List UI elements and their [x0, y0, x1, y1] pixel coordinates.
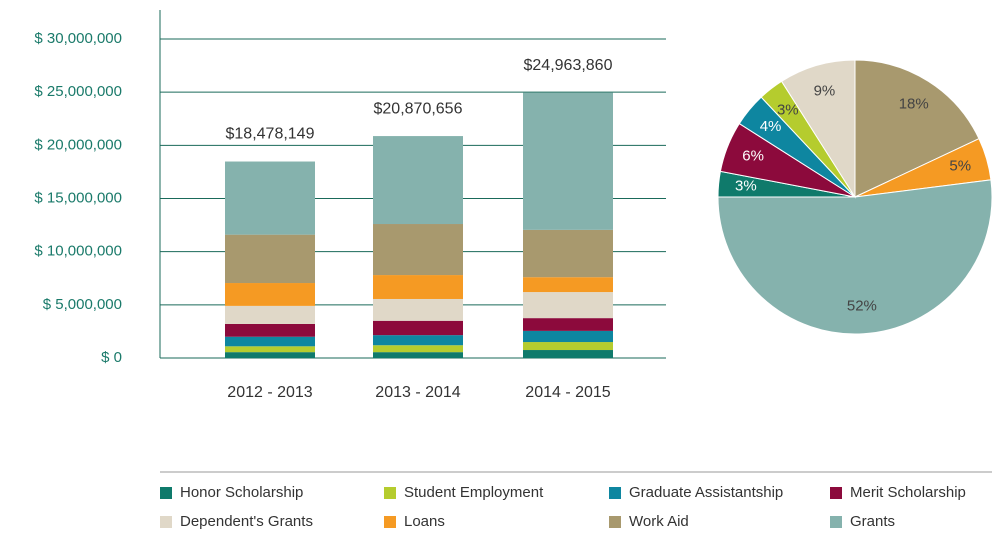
- bar-segment: [523, 350, 613, 358]
- bar-segment: [373, 320, 463, 336]
- y-tick-label: $ 20,000,000: [34, 136, 122, 153]
- bar-segment: [225, 161, 315, 235]
- legend-swatch: [384, 487, 396, 499]
- bar-segment: [373, 298, 463, 321]
- pie-label: 6%: [742, 148, 764, 165]
- legend-swatch: [609, 487, 621, 499]
- total-label: $20,870,656: [374, 100, 463, 117]
- pie-slice: [780, 59, 856, 199]
- y-tick-label: $ 10,000,000: [34, 243, 122, 260]
- legend-swatch: [384, 516, 396, 528]
- bar-segment: [373, 224, 463, 276]
- pie-label: 9%: [814, 83, 836, 100]
- legend-swatch: [160, 487, 172, 499]
- x-tick-label: 2014 - 2015: [525, 384, 611, 401]
- legend-label: Dependent's Grants: [180, 513, 313, 530]
- pie-slice: [854, 59, 980, 198]
- bar-segment: [523, 330, 613, 343]
- legend-label: Grants: [850, 513, 895, 530]
- pie-label: 52%: [847, 297, 877, 314]
- legend-label: Honor Scholarship: [180, 484, 303, 501]
- bar-segment: [225, 283, 315, 306]
- legend-label: Student Employment: [404, 484, 544, 501]
- y-tick-label: $ 30,000,000: [34, 30, 122, 47]
- y-tick-label: $ 0: [101, 349, 122, 366]
- pie-label: 4%: [760, 118, 782, 135]
- pie-slice: [717, 179, 992, 335]
- bar-segment: [225, 234, 315, 284]
- bar-segment: [523, 342, 613, 351]
- bar-segment: [523, 277, 613, 293]
- legend-swatch: [830, 516, 842, 528]
- x-tick-label: 2013 - 2014: [375, 384, 461, 401]
- bar-segment: [225, 346, 315, 353]
- pie-label: 18%: [899, 95, 929, 112]
- total-label: $24,963,860: [524, 57, 613, 74]
- legend-swatch: [830, 487, 842, 499]
- legend-swatch: [609, 516, 621, 528]
- bar-segment: [373, 345, 463, 353]
- pie-label: 3%: [735, 178, 757, 195]
- bar-segment: [225, 305, 315, 324]
- y-tick-label: $ 5,000,000: [43, 296, 122, 313]
- bar-segment: [373, 275, 463, 299]
- x-tick-label: 2012 - 2013: [227, 384, 313, 401]
- legend-label: Graduate Assistantship: [629, 484, 783, 501]
- legend-label: Work Aid: [629, 513, 689, 530]
- bar-segment: [523, 318, 613, 331]
- y-tick-label: $ 25,000,000: [34, 83, 122, 100]
- total-label: $18,478,149: [226, 126, 315, 143]
- bar-segment: [523, 229, 613, 278]
- legend-label: Loans: [404, 513, 445, 530]
- legend-swatch: [160, 516, 172, 528]
- bar-segment: [225, 323, 315, 337]
- y-tick-label: $ 15,000,000: [34, 189, 122, 206]
- bar-segment: [523, 92, 613, 230]
- bar-segment: [373, 352, 463, 358]
- legend-label: Merit Scholarship: [850, 484, 966, 501]
- bar-segment: [225, 336, 315, 347]
- bar-segment: [373, 335, 463, 346]
- pie-label: 3%: [777, 101, 799, 118]
- pie-label: 5%: [949, 157, 971, 174]
- bar-segment: [523, 292, 613, 319]
- bar-segment: [373, 136, 463, 225]
- bar-segment: [225, 352, 315, 358]
